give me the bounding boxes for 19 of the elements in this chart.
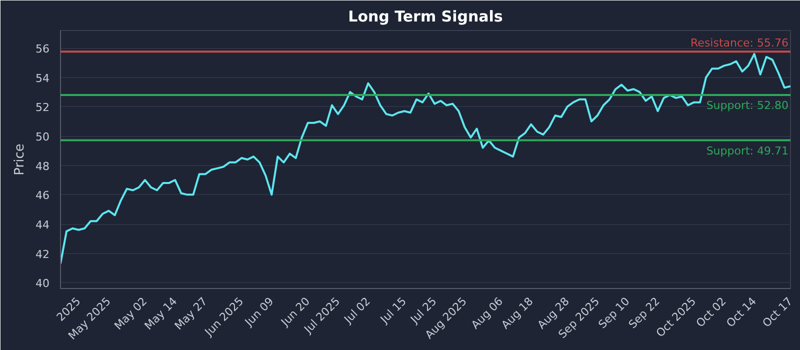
line-series xyxy=(60,52,790,265)
y-tick-label: 42 xyxy=(36,248,50,261)
x-tick-label: Oct 17 xyxy=(760,294,796,330)
y-tick-label: 44 xyxy=(36,218,50,232)
y-tick-label: 50 xyxy=(36,130,50,144)
y-tick-label: 52 xyxy=(36,101,50,114)
chart-title: Long Term Signals xyxy=(348,8,503,26)
ref-line-label: Resistance: 55.76 xyxy=(690,36,788,50)
x-tick-label: Jun 09 xyxy=(242,294,276,330)
x-tick-label: Jul 02 xyxy=(341,294,373,327)
y-tick-label: 56 xyxy=(36,42,50,56)
ref-line-label: Support: 52.80 xyxy=(706,99,789,112)
x-tick-label: Jul 15 xyxy=(377,294,409,327)
y-tick-label: 54 xyxy=(36,72,50,85)
y-tick-label: 40 xyxy=(36,277,50,290)
y-tick-label: 48 xyxy=(36,160,50,173)
y-tick-label: 46 xyxy=(36,189,50,202)
ref-line-label: Support: 49.71 xyxy=(706,144,789,158)
y-axis-title: Price xyxy=(12,144,28,176)
